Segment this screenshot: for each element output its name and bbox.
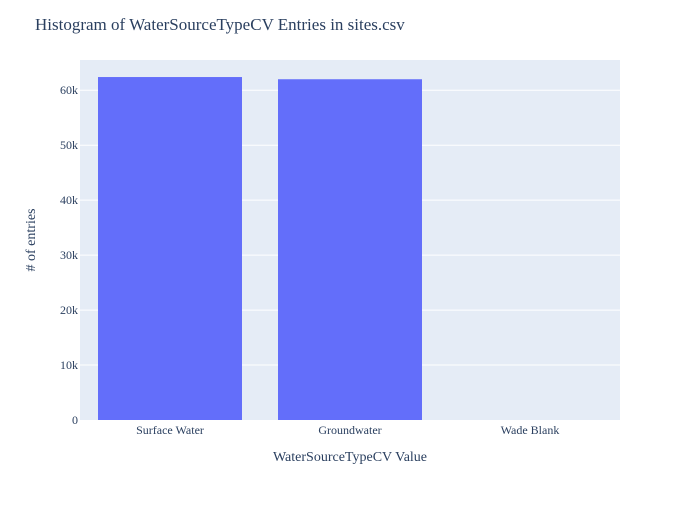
y-tick-label: 50k [60,138,78,152]
chart-title: Histogram of WaterSourceTypeCV Entries i… [35,15,405,34]
y-axis-title: # of entries [24,209,39,272]
x-axis-ticks: Surface Water Groundwater Wade Blank [136,423,559,437]
x-axis-title: WaterSourceTypeCV Value [273,450,427,465]
bars [98,77,422,421]
y-tick-label: 30k [60,248,78,262]
x-tick-label: Groundwater [318,423,381,437]
y-tick-label: 60k [60,83,78,97]
y-tick-label: 10k [60,358,78,372]
x-tick-label: Surface Water [136,423,204,437]
bar[interactable] [278,79,422,421]
y-tick-label: 40k [60,193,78,207]
y-tick-label: 0 [72,413,78,427]
bar[interactable] [98,77,242,420]
y-tick-label: 20k [60,303,78,317]
y-axis-ticks: 0 10k 20k 30k 40k 50k 60k [60,83,78,427]
x-tick-label: Wade Blank [501,423,560,437]
